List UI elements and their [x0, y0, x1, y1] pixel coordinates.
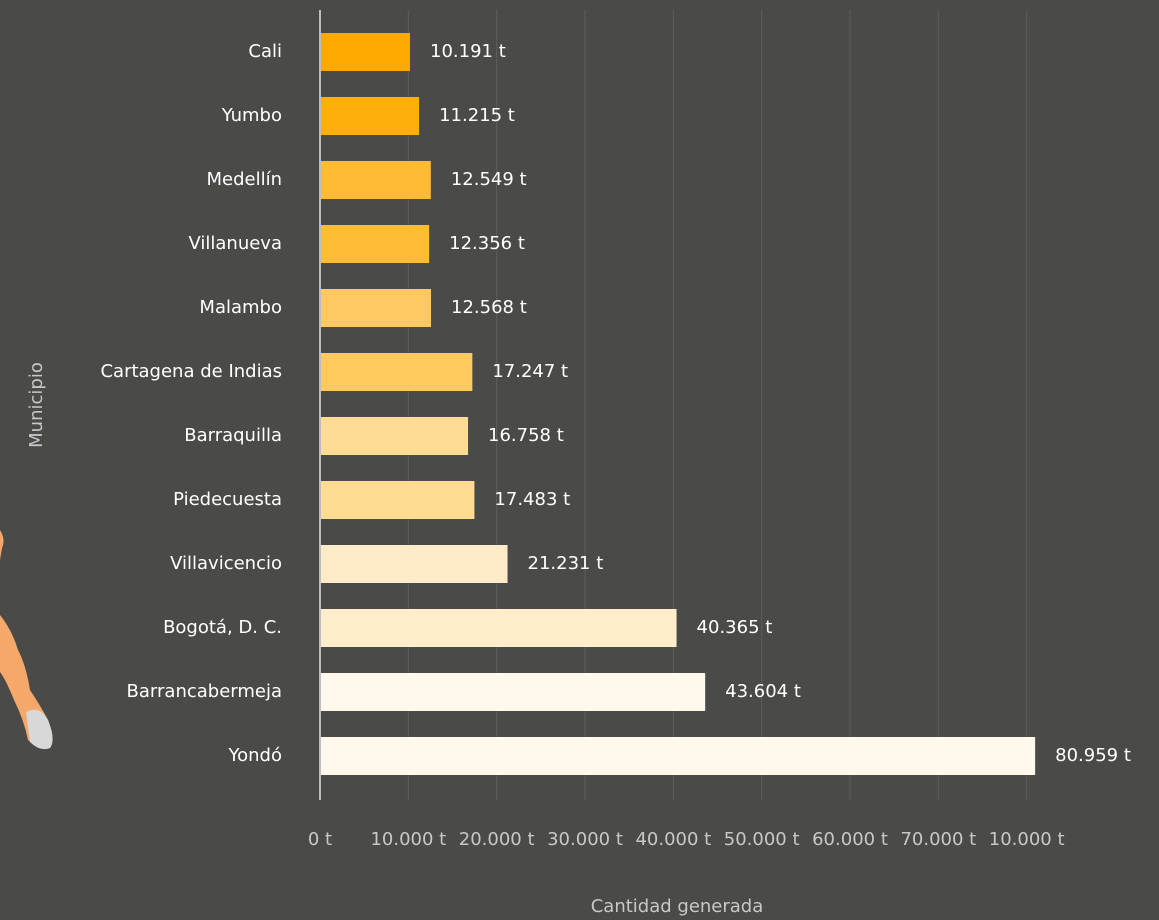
y-tick-label: Malambo	[199, 297, 282, 318]
bar	[320, 33, 411, 71]
map-fragment	[0, 530, 53, 749]
x-tick-label: 30.000 t	[547, 829, 623, 850]
bar	[320, 609, 677, 647]
value-label: 21.231 t	[528, 553, 604, 574]
y-tick-label: Bogotá, D. C.	[163, 617, 282, 638]
value-label: 12.549 t	[451, 169, 527, 190]
bar	[320, 97, 420, 135]
y-tick-label: Yumbo	[221, 105, 282, 126]
value-label: 80.959 t	[1055, 745, 1131, 766]
value-label: 17.483 t	[494, 489, 570, 510]
x-tick-label: 0 t	[308, 829, 332, 850]
y-tick-label: Villavicencio	[170, 553, 282, 574]
y-tick-label: Piedecuesta	[173, 489, 282, 510]
bar	[320, 161, 431, 199]
x-tick-label: 70.000 t	[900, 829, 976, 850]
value-label: 12.568 t	[451, 297, 527, 318]
x-tick-label: 40.000 t	[635, 829, 711, 850]
bar	[320, 289, 432, 327]
y-tick-label: Villanueva	[188, 233, 282, 254]
x-tick-label: 60.000 t	[812, 829, 888, 850]
bar	[320, 545, 508, 583]
y-tick-label: Yondó	[228, 745, 282, 766]
bar	[320, 481, 475, 519]
x-tick-label: 10.000 t	[370, 829, 446, 850]
value-label: 40.365 t	[697, 617, 773, 638]
bar	[320, 225, 430, 263]
x-tick-label: 50.000 t	[724, 829, 800, 850]
map-fragment-gray	[26, 709, 53, 750]
x-axis-title: Cantidad generada	[591, 896, 764, 917]
y-tick-label: Barrancabermeja	[127, 681, 282, 702]
y-tick-label: Cali	[248, 41, 282, 62]
y-tick-label: Cartagena de Indias	[100, 361, 282, 382]
value-label: 11.215 t	[439, 105, 515, 126]
value-label: 16.758 t	[488, 425, 564, 446]
y-tick-label: Medellín	[206, 169, 282, 190]
value-label: 17.247 t	[492, 361, 568, 382]
bar	[320, 417, 469, 455]
bar	[320, 353, 473, 391]
y-tick-label: Barraquilla	[184, 425, 282, 446]
value-label: 43.604 t	[725, 681, 801, 702]
bar	[320, 737, 1036, 775]
bar	[320, 673, 706, 711]
x-tick-label: 20.000 t	[459, 829, 535, 850]
y-axis-title: Municipio	[26, 362, 47, 448]
value-label: 10.191 t	[430, 41, 506, 62]
x-tick-label: 10.000 t	[989, 829, 1065, 850]
value-label: 12.356 t	[449, 233, 525, 254]
